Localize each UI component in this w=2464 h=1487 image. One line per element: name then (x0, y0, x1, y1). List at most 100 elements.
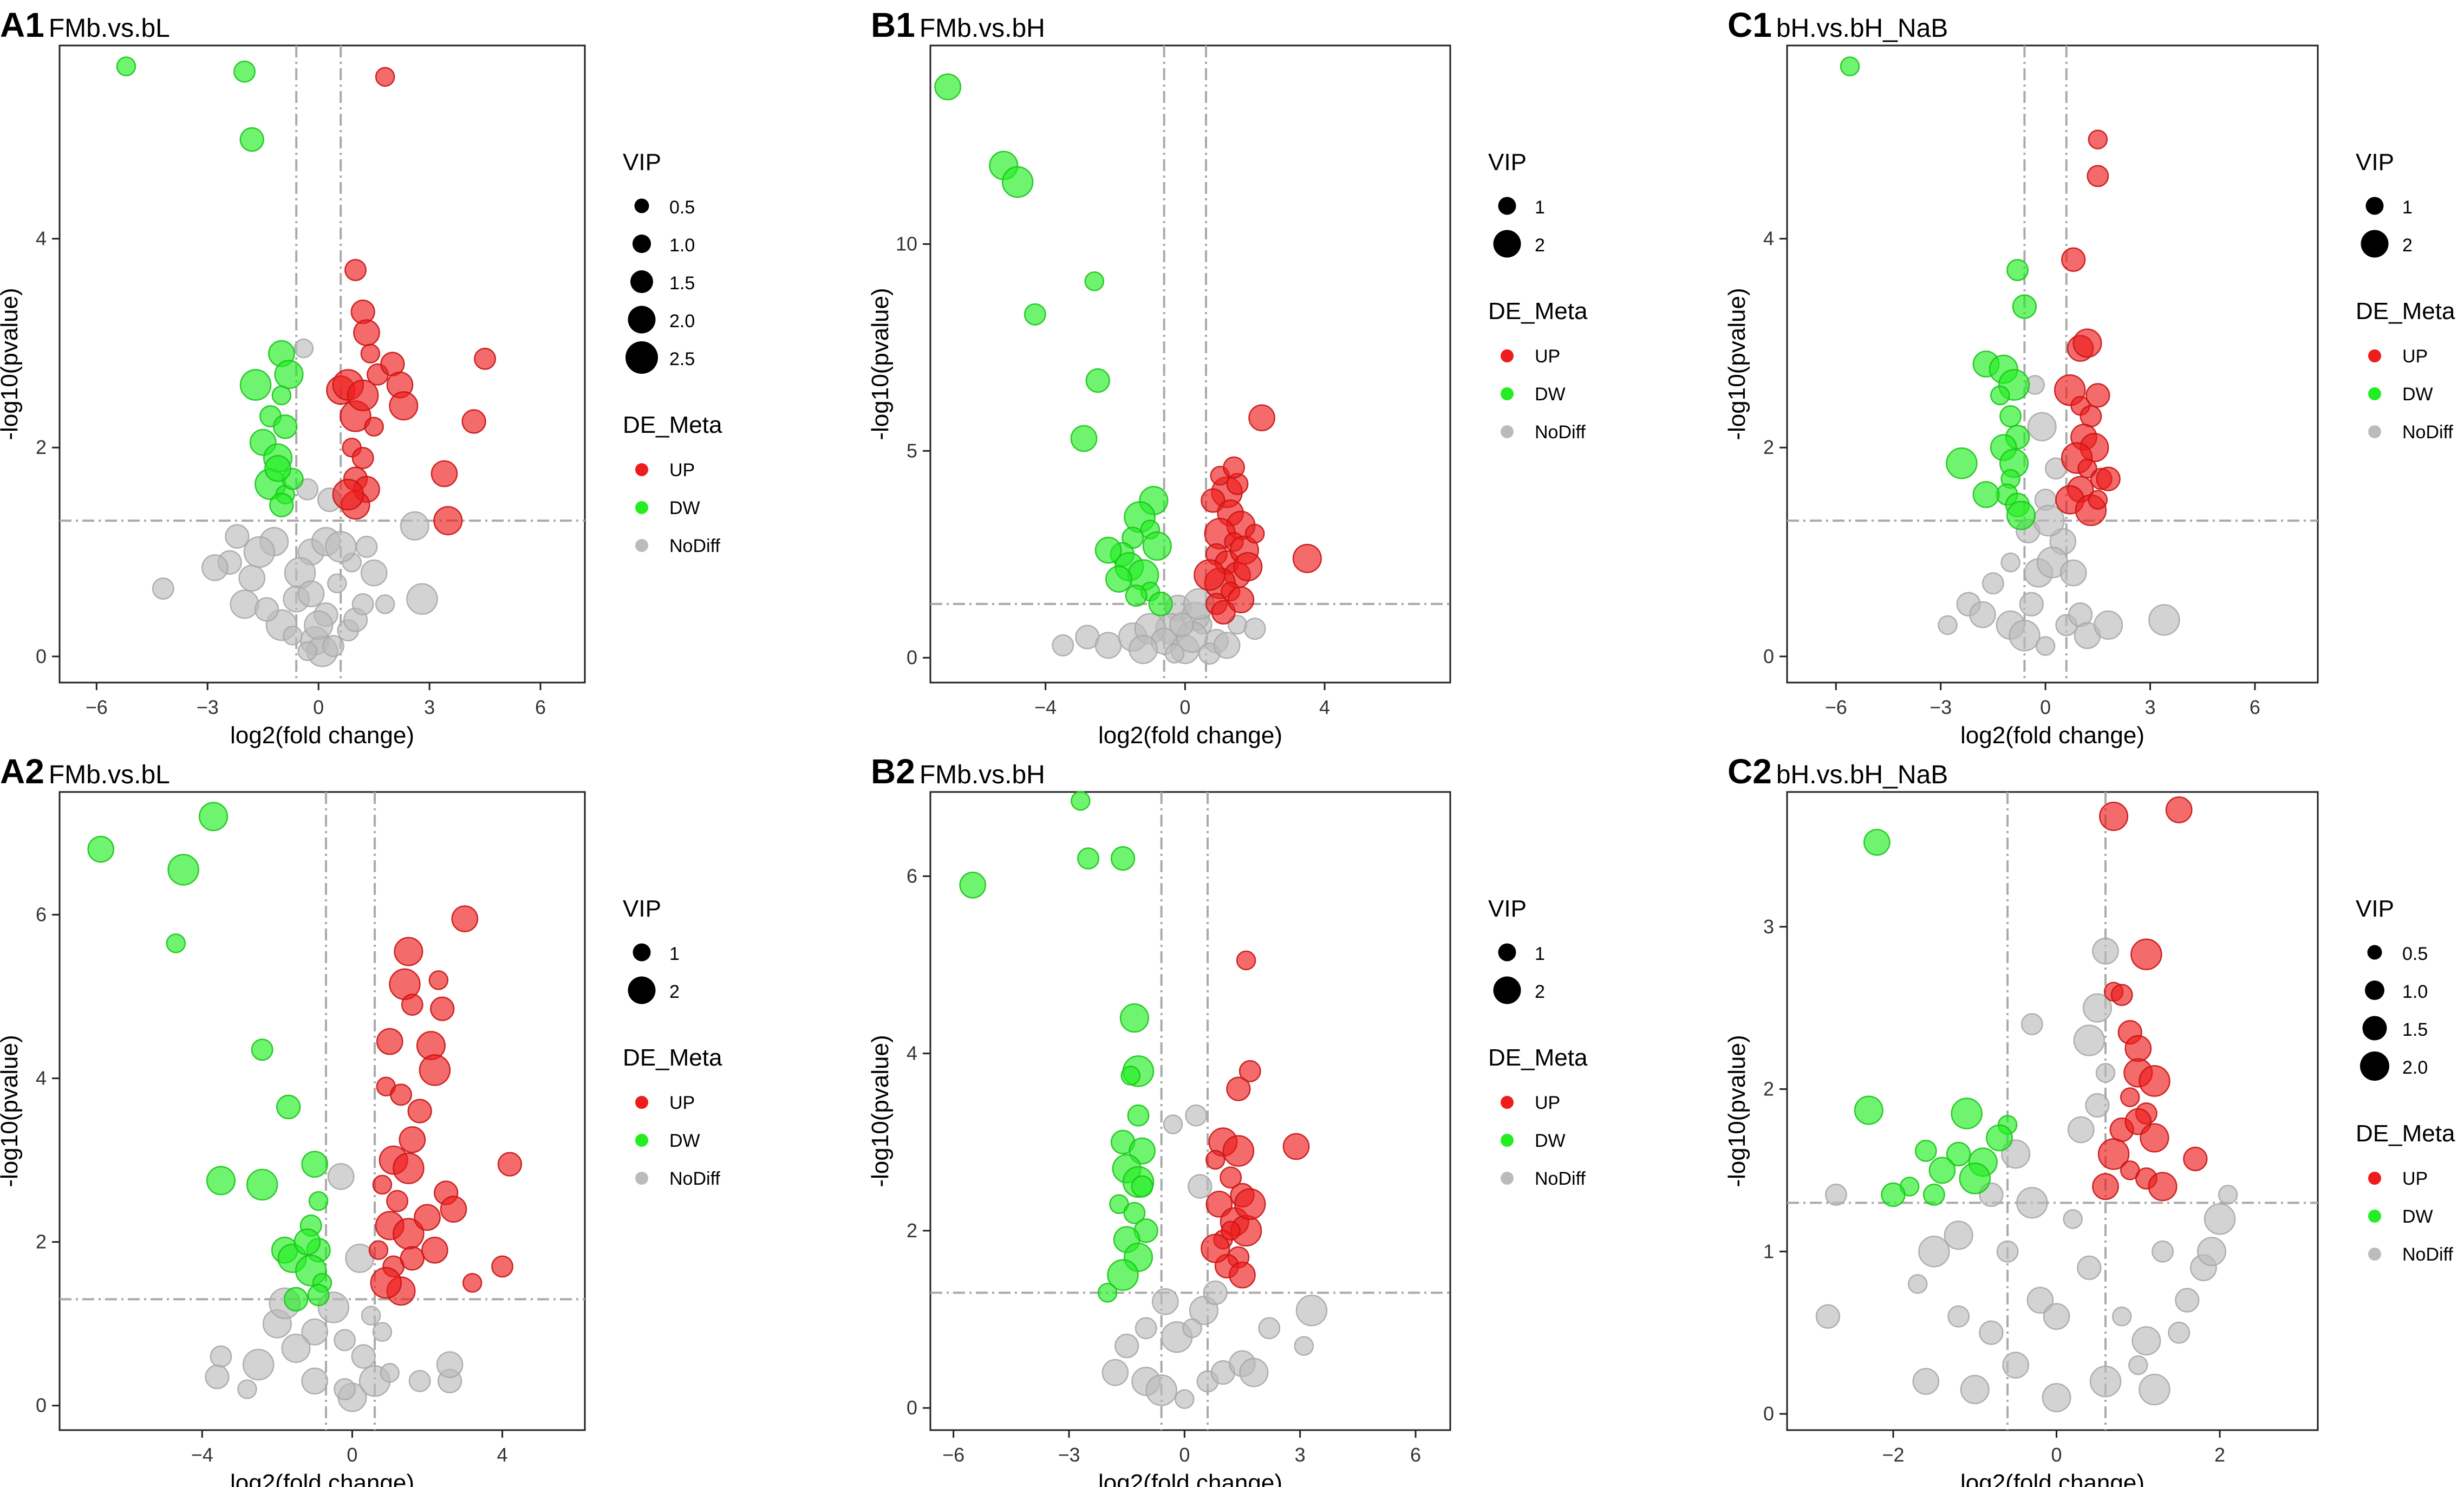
dw-point (1946, 447, 1978, 479)
nodiff-point (1185, 1104, 1208, 1127)
nodiff-point (2073, 1024, 2106, 1056)
legend-title-de-meta: DE_Meta (1488, 298, 1588, 324)
y-axis-title: -log10(pvalue) (867, 1035, 894, 1187)
panel-label: C2 (1728, 752, 1772, 791)
up-point (344, 259, 367, 281)
legend-vip-symbol (628, 976, 656, 1004)
nodiff-point (2196, 1237, 2227, 1267)
nodiff-point (1188, 1174, 1213, 1199)
up-point (399, 1126, 426, 1153)
dw-point (301, 1151, 328, 1178)
up-point (2087, 165, 2109, 187)
y-tick-label: 2 (36, 436, 47, 458)
up-point (1226, 1076, 1251, 1101)
y-axis-title: -log10(pvalue) (0, 288, 23, 440)
dw-point (167, 854, 199, 886)
x-tick-label: 0 (1179, 1444, 1190, 1466)
up-point (440, 1196, 467, 1223)
x-tick-label: 3 (424, 696, 435, 718)
panel-label: B2 (871, 752, 915, 791)
up-point (1220, 1166, 1242, 1189)
y-tick-label: 0 (1763, 645, 1774, 667)
panel-b1: B1 FMb.vs.bH −4 0 4 0 5 10 log2(fold change) -log… (867, 5, 1588, 749)
nodiff-point (2111, 1306, 2132, 1327)
legend-vip-label: 1 (2402, 197, 2413, 218)
up-point (372, 1174, 393, 1195)
legend-vip-symbol (1493, 976, 1521, 1004)
nodiff-point (2009, 619, 2041, 652)
nodiff-point (380, 1363, 400, 1383)
legend-vip-label: 2.0 (2402, 1057, 2428, 1078)
legend-vip-label: 2.0 (669, 311, 695, 332)
legend-de-symbol (635, 1096, 648, 1109)
nodiff-point (2035, 636, 2056, 656)
nodiff-point (351, 593, 374, 615)
nodiff-point (2000, 553, 2020, 573)
dw-point (1863, 829, 1891, 856)
legend-vip-symbol (2362, 1016, 2387, 1041)
legend-de-label: DW (1535, 1131, 1566, 1151)
nodiff-point (372, 1322, 393, 1342)
nodiff-point (2204, 1203, 2236, 1235)
up-point (1201, 1233, 1230, 1263)
up-point (389, 391, 419, 421)
legend-vip-symbol (2360, 1051, 2389, 1081)
x-tick-label: 4 (497, 1444, 508, 1466)
up-point (2092, 1173, 2119, 1200)
nodiff-point (1996, 1240, 2019, 1263)
panel-comparison-title: FMb.vs.bH (920, 14, 1045, 43)
legend-title-vip: VIP (623, 895, 661, 922)
x-tick-label: 3 (1295, 1444, 1306, 1466)
x-tick-label: −4 (1034, 696, 1057, 718)
legend-de-label: UP (2402, 346, 2428, 367)
legend-de-symbol (635, 1172, 648, 1185)
nodiff-point (2092, 937, 2119, 965)
nodiff-point (2095, 1063, 2116, 1083)
up-point (400, 1246, 425, 1271)
nodiff-point (2085, 1093, 2110, 1118)
data-points (959, 791, 1328, 1409)
panel-header: C2 bH.vs.bH_NaB (1728, 752, 1948, 791)
nodiff-point (2016, 1187, 2048, 1219)
y-tick-label: 0 (907, 1397, 917, 1419)
panel-a2: A2 FMb.vs.bL −4 0 4 0 2 4 6 log2(fold change) -log… (0, 752, 722, 1487)
legend-title-vip: VIP (2356, 149, 2394, 176)
legend-de-symbol (635, 501, 648, 514)
legend-de-label: UP (1535, 1093, 1560, 1113)
legend-title-vip: VIP (1488, 149, 1527, 176)
legend-de-symbol (2368, 387, 2381, 400)
legend-vip-symbol (625, 341, 658, 374)
dw-point (1959, 1163, 1991, 1194)
nodiff-point (243, 536, 276, 568)
up-point (394, 937, 423, 966)
legend-de-symbol (635, 539, 648, 552)
dw-point (273, 414, 298, 439)
panel-header: C1 bH.vs.bH_NaB (1728, 5, 1948, 44)
up-point (1282, 1133, 1310, 1160)
legend-vip-label: 2 (1535, 982, 1545, 1002)
up-point (431, 460, 458, 488)
legend-de-label: NoDiff (2402, 422, 2453, 443)
dw-point (1071, 791, 1091, 811)
up-point (2130, 938, 2162, 970)
nodiff-point (1239, 1358, 1269, 1387)
legend-de-label: DW (669, 1131, 700, 1151)
y-tick-label: 4 (36, 1067, 47, 1089)
dw-point (1123, 1202, 1146, 1224)
legend-de-label: UP (669, 1093, 695, 1113)
nodiff-point (1294, 1336, 1314, 1356)
nodiff-point (254, 597, 279, 622)
nodiff-point (304, 610, 334, 640)
legend-de-symbol (2368, 1172, 2381, 1185)
up-point (1292, 543, 1322, 573)
nodiff-point (1243, 618, 1266, 640)
dw-point (1854, 1095, 1883, 1125)
dw-point (116, 56, 136, 76)
dw-point (2012, 294, 2037, 319)
nodiff-point (1944, 1220, 1973, 1250)
nodiff-point (205, 1365, 230, 1389)
nodiff-point (297, 641, 317, 661)
nodiff-point (2089, 1365, 2122, 1398)
nodiff-point (2168, 1321, 2191, 1344)
